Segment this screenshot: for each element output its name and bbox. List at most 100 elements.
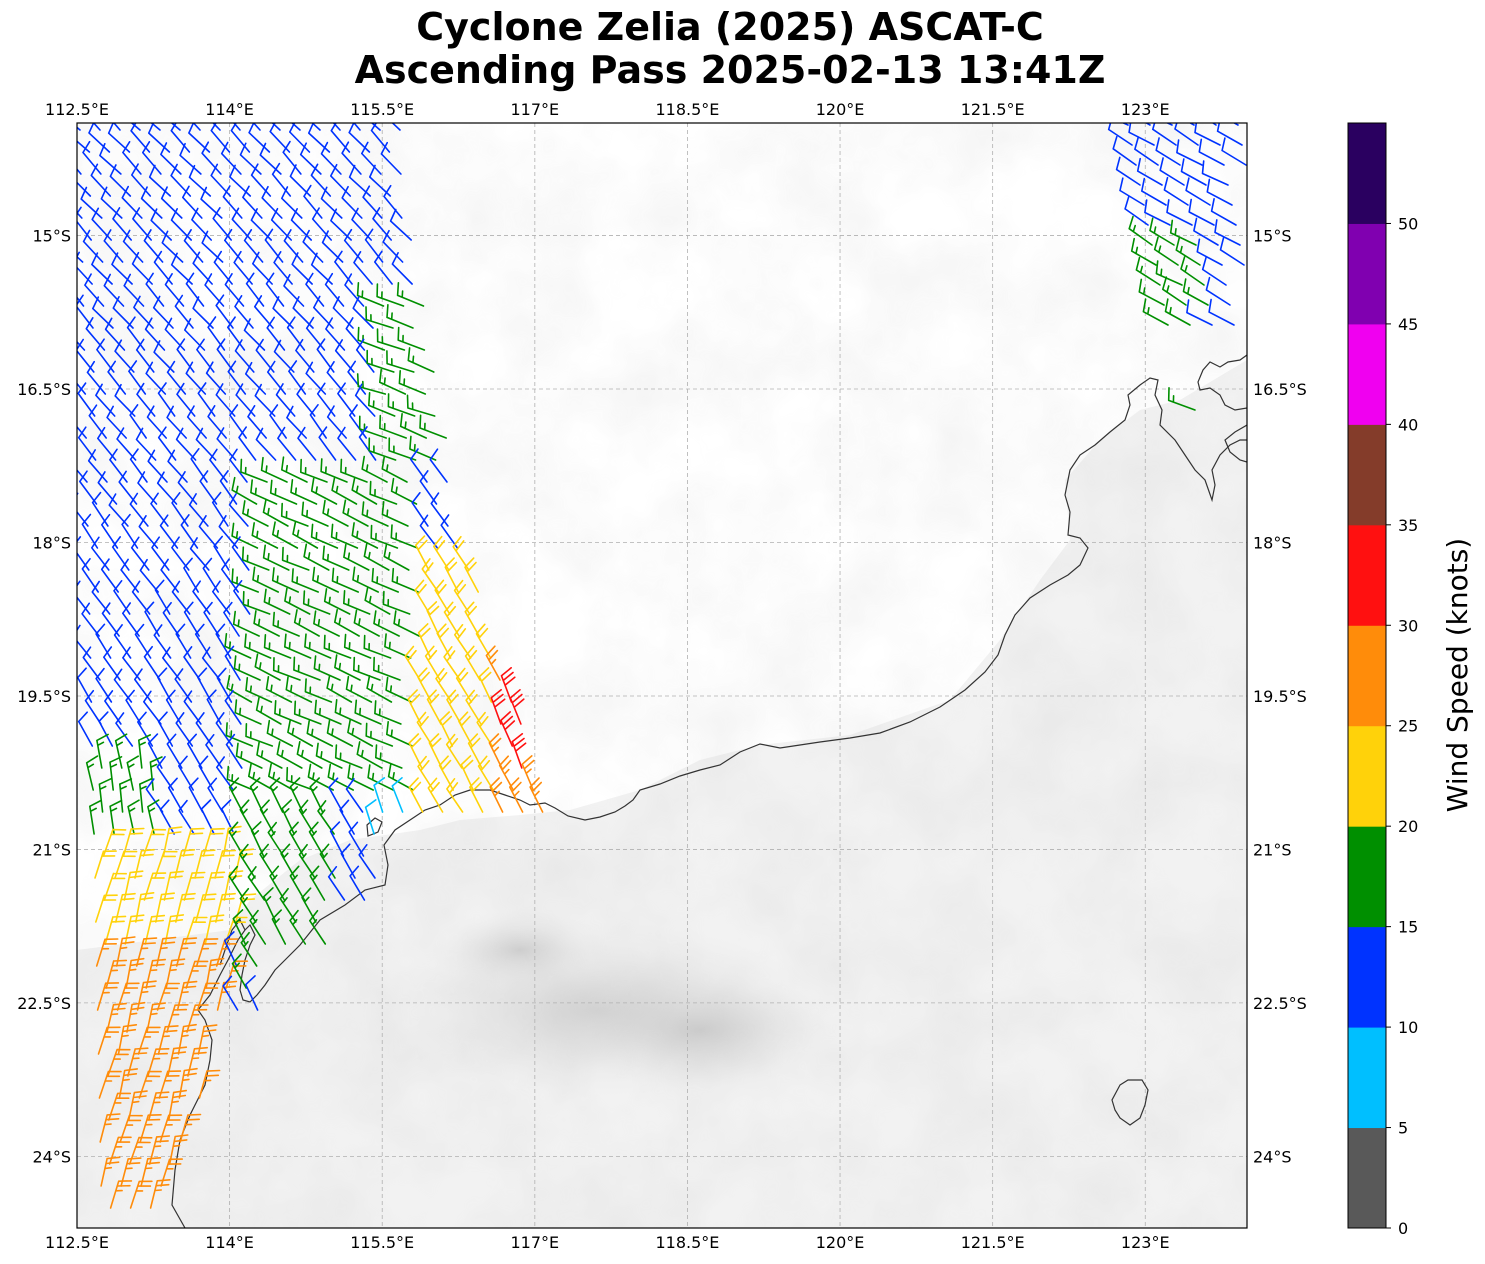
- wind-barb: [231, 207, 252, 241]
- wind-barb: [120, 1157, 142, 1187]
- wind-barb: [363, 634, 392, 659]
- wind-barb: [314, 699, 342, 725]
- wind-barb: [1180, 158, 1207, 186]
- wind-barb: [129, 1180, 153, 1209]
- wind-barb: [180, 514, 199, 549]
- wind-barb: [271, 567, 299, 593]
- wind-barb: [251, 522, 279, 549]
- wind-barb: [231, 522, 259, 549]
- wind-barb: [334, 250, 353, 285]
- lat-tick-label-right: 22.5°S: [1253, 994, 1307, 1013]
- wind-barb: [190, 448, 208, 483]
- wind-barb: [109, 164, 132, 197]
- wind-barb: [184, 318, 206, 351]
- wind-barb: [374, 700, 402, 725]
- wind-barb: [334, 654, 361, 681]
- wind-barb: [106, 405, 127, 439]
- wind-barb: [323, 588, 351, 615]
- wind-barb: [195, 938, 219, 967]
- wind-barb: [92, 123, 101, 131]
- wind-barb: [139, 778, 153, 813]
- colorbar-bin: [1348, 926, 1386, 1028]
- wind-barb: [191, 207, 212, 241]
- wind-barb: [353, 656, 381, 681]
- wind-barb: [469, 777, 484, 813]
- wind-barb: [273, 251, 293, 285]
- wind-barb: [231, 476, 258, 505]
- colorbar-tick-label: 15: [1398, 918, 1418, 937]
- wind-barb: [1155, 137, 1181, 166]
- wind-barb: [1198, 138, 1225, 166]
- wind-barb: [396, 282, 425, 307]
- wind-barb: [247, 405, 267, 439]
- wind-barb: [149, 1179, 171, 1209]
- wind-barb: [203, 601, 220, 637]
- wind-barb: [252, 123, 261, 131]
- wind-barb: [267, 821, 285, 857]
- wind-barb: [100, 186, 123, 219]
- wind-barb: [271, 162, 292, 197]
- wind-barb: [406, 394, 436, 417]
- wind-barb: [419, 414, 447, 439]
- wind-barb: [99, 1113, 121, 1143]
- wind-barb: [135, 937, 158, 967]
- wind-barb: [188, 777, 204, 813]
- wind-barb: [284, 633, 312, 659]
- wind-barb: [183, 229, 204, 263]
- wind-barb: [367, 764, 394, 791]
- wind-barb: [170, 208, 192, 241]
- wind-barb: [296, 741, 323, 769]
- wind-barb: [216, 980, 238, 1011]
- wind-barb: [111, 252, 133, 285]
- wind-barb: [187, 1046, 208, 1077]
- wind-barb: [143, 645, 161, 681]
- wind-barb: [271, 909, 287, 945]
- wind-barb: [464, 601, 480, 637]
- wind-barb: [500, 667, 516, 703]
- wind-barb: [293, 609, 320, 637]
- wind-barb: [489, 777, 504, 813]
- wind-barb: [330, 163, 352, 197]
- wind-barb: [264, 228, 284, 263]
- wind-barb: [209, 448, 228, 483]
- wind-barb: [409, 448, 428, 483]
- wind-barb: [281, 546, 310, 571]
- wind-barb: [1163, 176, 1189, 206]
- wind-barb: [320, 458, 348, 483]
- wind-barb: [354, 699, 382, 725]
- wind-barb: [98, 778, 112, 813]
- wind-barb: [225, 960, 249, 989]
- wind-barb: [1219, 236, 1245, 266]
- wind-barb: [291, 568, 319, 593]
- wind-barb: [374, 250, 393, 285]
- wind-barb: [1188, 198, 1215, 226]
- wind-barb: [249, 777, 264, 813]
- wind-barb: [366, 675, 393, 703]
- wind-barb: [509, 689, 525, 725]
- wind-barb: [326, 405, 347, 439]
- wind-barb: [330, 123, 351, 153]
- colorbar-tick-label: 30: [1398, 616, 1418, 635]
- wind-barb: [1194, 123, 1221, 146]
- wind-barb: [372, 207, 392, 241]
- wind-barb: [204, 273, 225, 307]
- wind-barb: [77, 211, 83, 219]
- wind-barb: [143, 690, 162, 725]
- wind-barb: [1186, 299, 1213, 326]
- wind-barb: [188, 164, 212, 197]
- wind-barb: [92, 296, 114, 329]
- wind-barb: [219, 470, 238, 505]
- lon-tick-label-top: 115.5°E: [350, 100, 414, 119]
- wind-barb: [529, 777, 544, 813]
- wind-barb: [95, 667, 113, 703]
- wind-barb: [248, 763, 274, 791]
- wind-barb: [349, 865, 366, 901]
- wind-barb: [113, 580, 131, 615]
- wind-barb: [201, 646, 221, 681]
- wind-barb: [305, 361, 327, 395]
- wind-barb: [235, 383, 256, 417]
- wind-barb: [247, 866, 266, 901]
- wind-barb: [226, 675, 253, 703]
- wind-barb: [320, 141, 342, 175]
- wind-barb: [222, 185, 243, 219]
